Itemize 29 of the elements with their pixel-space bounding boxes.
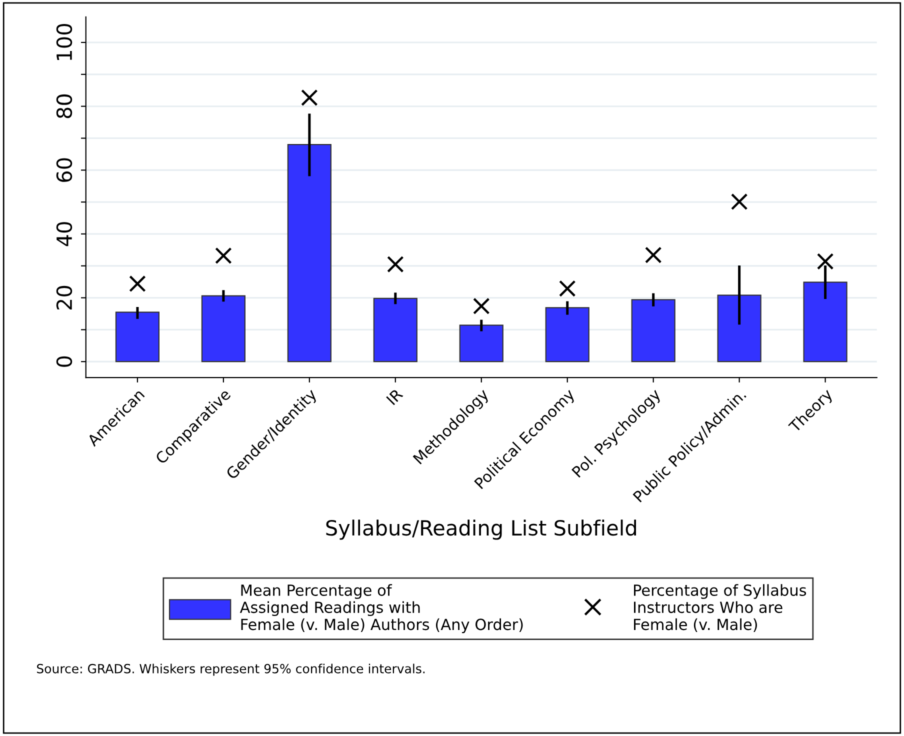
point bbox=[816, 253, 834, 270]
x-tick-label: IR bbox=[386, 388, 404, 406]
bar bbox=[631, 299, 676, 362]
bar bbox=[373, 298, 418, 362]
y-tick-label: 40 bbox=[56, 222, 72, 246]
point bbox=[215, 247, 232, 264]
y-tick-label: 100 bbox=[56, 24, 72, 60]
point bbox=[558, 280, 576, 297]
y-tick-label: 60 bbox=[56, 158, 72, 182]
x-axis-title: Syllabus/Reading List Subfield bbox=[326, 520, 636, 540]
point bbox=[730, 193, 748, 210]
point bbox=[644, 246, 662, 264]
y-tick-label: 0 bbox=[56, 356, 72, 367]
y-tick-label: 20 bbox=[56, 286, 72, 310]
bar bbox=[201, 295, 246, 362]
source-note: Source: GRADS. Whiskers represent 95% confidence intervals. bbox=[36, 664, 425, 676]
y-tick-label: 80 bbox=[56, 94, 72, 118]
legend-label: Percentage of Syllabus Instructors Who are Female (v. Male) bbox=[634, 584, 806, 632]
point bbox=[129, 275, 146, 292]
bar bbox=[717, 294, 762, 362]
point bbox=[472, 298, 490, 314]
bar bbox=[459, 324, 504, 362]
bar bbox=[115, 312, 160, 362]
point bbox=[387, 256, 404, 273]
bar bbox=[803, 282, 848, 362]
bar bbox=[545, 307, 590, 362]
point bbox=[301, 89, 318, 106]
legend-label: Mean Percentage of Assigned Readings with Female (v. Male) Authors (Any Order) bbox=[240, 584, 523, 634]
bar bbox=[287, 144, 332, 362]
